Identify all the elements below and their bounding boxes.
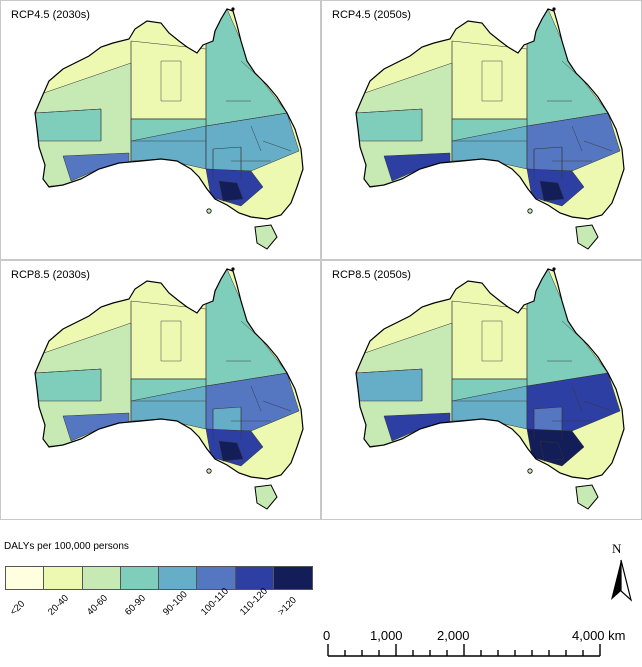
scale-label-0: 0 — [323, 628, 331, 643]
north-label: N — [612, 541, 622, 556]
boundary-line-14 — [262, 140, 292, 152]
boundary-line-4 — [526, 372, 609, 387]
boundary-line-4 — [526, 112, 609, 127]
tasmania — [254, 484, 278, 510]
region-2 — [526, 9, 609, 127]
tasmania — [254, 224, 278, 250]
tasmania — [575, 484, 599, 510]
island — [206, 208, 212, 214]
island — [231, 7, 235, 11]
boundary-line-6 — [35, 368, 102, 374]
region-2 — [526, 269, 609, 387]
australia-map — [355, 7, 625, 250]
legend-swatch — [82, 567, 121, 589]
legend-label: <20 — [8, 598, 28, 618]
region-4 — [356, 108, 423, 142]
boundary-line-10 — [250, 385, 262, 412]
legend-swatch — [6, 567, 45, 589]
legend-label: 100-110 — [199, 585, 232, 618]
legend-swatch — [120, 567, 159, 589]
coastline — [355, 8, 625, 220]
boundary-line-7 — [160, 320, 182, 362]
region-2 — [205, 269, 288, 387]
north-arrow-icon — [611, 559, 633, 602]
legend-swatch — [235, 567, 274, 589]
scale-label-2000: 2,000 — [437, 628, 470, 643]
map-panel-rcp45-2030s: RCP4.5 (2030s) — [0, 0, 321, 260]
region-10 — [539, 440, 565, 462]
boundary-line-14 — [262, 400, 292, 412]
boundary-line-14 — [583, 140, 613, 152]
panel-title: RCP8.5 (2050s) — [332, 269, 411, 281]
region-7 — [62, 412, 130, 442]
island — [527, 208, 533, 214]
coastline — [355, 268, 625, 480]
map-panel-rcp85-2050s: RCP8.5 (2050s) — [321, 260, 642, 520]
island — [527, 468, 533, 474]
legend-swatch — [197, 567, 236, 589]
boundary-line-4 — [205, 372, 288, 387]
island — [206, 468, 212, 474]
legend-swatch — [273, 567, 312, 589]
scale-label-1000: 1,000 — [370, 628, 403, 643]
legend-title: DALYs per 100,000 persons — [4, 541, 129, 552]
region-2 — [205, 9, 288, 127]
legend-swatch — [159, 567, 198, 589]
map-panel-rcp45-2050s: RCP4.5 (2050s) — [321, 0, 642, 260]
australia-map — [355, 267, 625, 510]
region-10 — [218, 440, 244, 462]
legend-label: 90-100 — [161, 589, 190, 618]
australia-map — [34, 267, 304, 510]
region-0 — [451, 40, 528, 120]
island — [552, 267, 556, 271]
legend-color-bar — [5, 566, 313, 590]
boundary-line-14 — [583, 400, 613, 412]
region-7 — [62, 152, 130, 182]
boundary-line-7 — [481, 320, 503, 362]
legend-label: 60-90 — [122, 592, 148, 618]
panel-title: RCP4.5 (2030s) — [11, 9, 90, 21]
boundary-line-10 — [571, 385, 583, 412]
region-4 — [356, 368, 423, 402]
boundary-line-10 — [571, 125, 583, 152]
region-0 — [451, 300, 528, 380]
region-4 — [35, 108, 102, 142]
scale-bar — [327, 644, 601, 657]
panel-title: RCP8.5 (2030s) — [11, 269, 90, 281]
map-panel-rcp85-2030s: RCP8.5 (2030s) — [0, 260, 321, 520]
boundary-line-7 — [160, 60, 182, 102]
boundary-line-4 — [205, 112, 288, 127]
coastline — [34, 268, 304, 480]
australia-map — [34, 7, 304, 250]
coastline — [34, 8, 304, 220]
scale-label-4000: 4,000 km — [572, 628, 626, 643]
region-0 — [130, 300, 207, 380]
tasmania — [575, 224, 599, 250]
boundary-line-6 — [356, 368, 423, 374]
boundary-line-7 — [481, 60, 503, 102]
boundary-line-10 — [250, 125, 262, 152]
legend-label: >120 — [275, 594, 299, 618]
legend-label: 20-40 — [46, 592, 72, 618]
boundary-line-6 — [356, 108, 423, 114]
legend-label: 110-120 — [237, 585, 270, 618]
region-7 — [383, 152, 451, 182]
legend-swatch — [44, 567, 83, 589]
region-0 — [130, 40, 207, 120]
region-10 — [539, 180, 565, 202]
panel-title: RCP4.5 (2050s) — [332, 9, 411, 21]
region-7 — [383, 412, 451, 442]
island — [552, 7, 556, 11]
boundary-line-6 — [35, 108, 102, 114]
legend-label: 40-60 — [84, 592, 110, 618]
region-4 — [35, 368, 102, 402]
island — [231, 267, 235, 271]
region-10 — [218, 180, 244, 202]
